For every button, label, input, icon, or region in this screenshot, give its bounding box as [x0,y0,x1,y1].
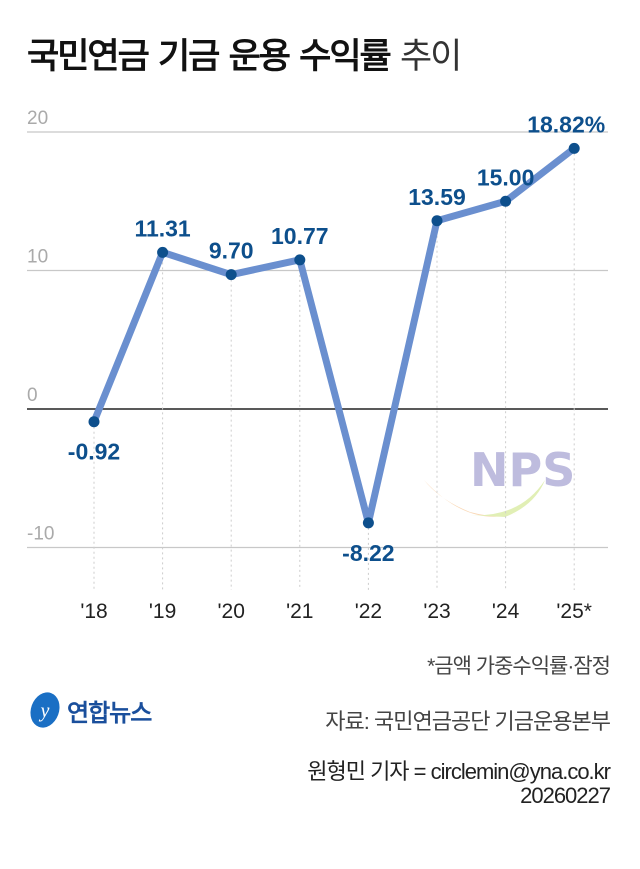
data-point [294,254,306,266]
data-point [157,246,169,258]
y-tick-label: 10 [27,247,48,268]
data-label: 13.59 [408,184,466,210]
x-tick-label: '24 [492,600,520,623]
data-point [500,195,512,207]
data-point [225,269,237,281]
y-tick-label: -10 [27,524,54,545]
x-tick-label: '22 [355,600,382,623]
svg-text:NPS: NPS [470,443,575,497]
source: 자료: 국민연금공단 기금운용본부 [325,709,611,734]
data-point [362,517,374,529]
data-label: 15.00 [477,164,535,190]
x-tick-label: '19 [149,600,176,623]
title-bold: 국민연금 기금 운용 수익률 [27,37,392,77]
x-tick-label: '21 [286,600,313,623]
yonhap-logo-icon: y [30,692,60,728]
x-tick-label: '20 [218,600,245,623]
data-label: 9.70 [209,238,254,264]
data-point [568,142,580,154]
y-tick-label: 20 [27,108,48,129]
data-label: 18.82% [527,111,605,137]
line-chart: NPS 20 10 0 -10 '18 '19 '20 '21 '22 '23 '24 '25* -0.9… [27,108,608,623]
data-point [431,215,443,227]
yonhap-logo: y 연합뉴스 [27,690,152,730]
data-label: -0.92 [68,439,120,465]
data-point [88,416,100,428]
y-tick-label: 0 [27,385,38,406]
x-tick-label: '23 [423,600,450,623]
title-light: 추이 [399,37,462,77]
data-label: 11.31 [134,215,190,241]
chart-title: 국민연금 기금 운용 수익률 추이 [27,28,462,79]
data-label: 10.77 [271,223,329,249]
nps-watermark: NPS [424,443,575,517]
data-label: -8.22 [342,540,394,566]
logo-text: 연합뉴스 [67,698,152,727]
byline: 원형민 기자 = circlemin@yna.co.kr 20260227 [307,759,611,808]
footnote: *금액 가중수익률·잠정 [427,655,611,678]
x-tick-label: '25* [556,600,592,623]
svg-text:y: y [39,700,50,722]
date: 20260227 [520,783,611,808]
x-tick-label: '18 [80,600,107,623]
reporter: 원형민 기자 = circlemin@yna.co.kr [307,759,611,784]
series-line [90,145,577,527]
